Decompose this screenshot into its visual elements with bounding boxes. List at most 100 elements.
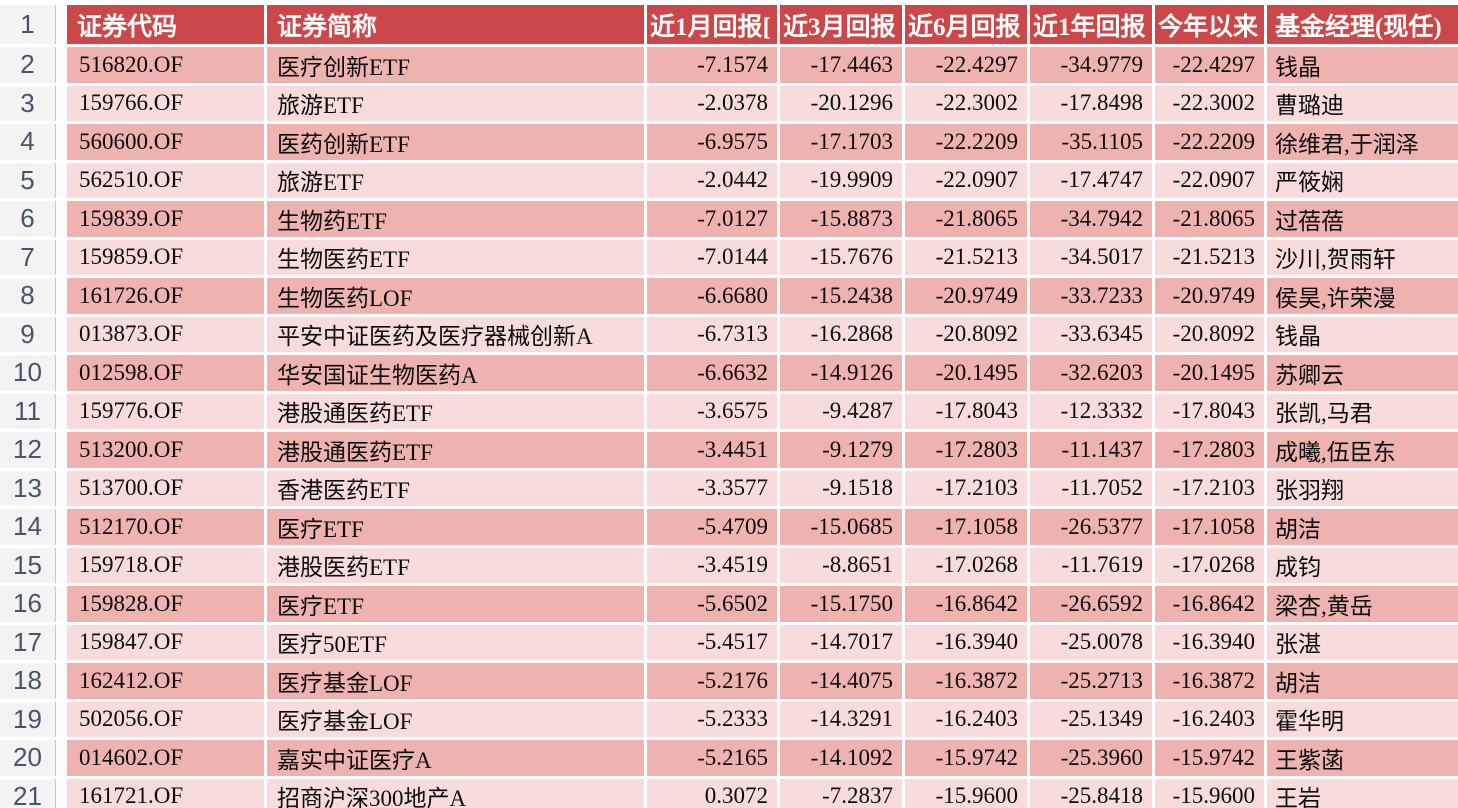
cell-1m-return[interactable]: -5.2165 <box>647 740 777 776</box>
cell-security-code[interactable]: 159718.OF <box>67 547 264 583</box>
cell-1m-return[interactable]: -3.4519 <box>647 547 777 583</box>
cell-security-code[interactable]: 512170.OF <box>67 509 264 545</box>
cell-3m-return[interactable]: -14.3291 <box>780 701 902 737</box>
cell-security-name[interactable]: 港股通医药ETF <box>267 432 644 468</box>
cell-3m-return[interactable]: -16.2868 <box>780 316 902 352</box>
cell-security-code[interactable]: 513200.OF <box>67 432 264 468</box>
cell-security-name[interactable]: 华安国证生物医药A <box>267 355 644 391</box>
cell-3m-return[interactable]: -9.1279 <box>780 432 902 468</box>
cell-security-name[interactable]: 医疗基金LOF <box>267 663 644 699</box>
cell-ytd-return[interactable]: -17.1058 <box>1155 509 1264 545</box>
cell-security-code[interactable]: 012598.OF <box>67 355 264 391</box>
cell-6m-return[interactable]: -20.1495 <box>905 355 1027 391</box>
cell-security-name[interactable]: 旅游ETF <box>267 162 644 198</box>
cell-1y-return[interactable]: -25.2713 <box>1030 663 1152 699</box>
cell-security-name[interactable]: 招商沪深300地产A <box>267 778 644 808</box>
cell-security-code[interactable]: 159766.OF <box>67 85 264 121</box>
header-cell-1m-return[interactable]: 近1月回报[ <box>647 5 777 44</box>
header-cell-3m-return[interactable]: 近3月回报 <box>780 5 902 44</box>
cell-fund-manager[interactable]: 钱晶 <box>1267 47 1458 83</box>
cell-security-code[interactable]: 560600.OF <box>67 124 264 160</box>
cell-1m-return[interactable]: -7.0127 <box>647 201 777 237</box>
cell-security-code[interactable]: 161726.OF <box>67 278 264 314</box>
cell-security-name[interactable]: 医疗ETF <box>267 586 644 622</box>
cell-3m-return[interactable]: -15.8873 <box>780 201 902 237</box>
cell-1y-return[interactable]: -25.1349 <box>1030 701 1152 737</box>
cell-1m-return[interactable]: -6.6680 <box>647 278 777 314</box>
cell-1y-return[interactable]: -12.3332 <box>1030 393 1152 429</box>
row-number[interactable]: 20 <box>0 740 56 776</box>
cell-fund-manager[interactable]: 曹璐迪 <box>1267 85 1458 121</box>
cell-1m-return[interactable]: -5.4517 <box>647 624 777 660</box>
cell-ytd-return[interactable]: -16.3940 <box>1155 624 1264 660</box>
cell-6m-return[interactable]: -17.2103 <box>905 470 1027 506</box>
cell-ytd-return[interactable]: -16.3872 <box>1155 663 1264 699</box>
cell-6m-return[interactable]: -22.4297 <box>905 47 1027 83</box>
cell-security-code[interactable]: 159839.OF <box>67 201 264 237</box>
row-number[interactable]: 14 <box>0 509 56 545</box>
cell-security-code[interactable]: 502056.OF <box>67 701 264 737</box>
cell-fund-manager[interactable]: 王岩 <box>1267 778 1458 808</box>
cell-fund-manager[interactable]: 侯昊,许荣漫 <box>1267 278 1458 314</box>
cell-6m-return[interactable]: -17.1058 <box>905 509 1027 545</box>
cell-fund-manager[interactable]: 张湛 <box>1267 624 1458 660</box>
cell-3m-return[interactable]: -15.2438 <box>780 278 902 314</box>
cell-3m-return[interactable]: -7.2837 <box>780 778 902 808</box>
cell-1m-return[interactable]: 0.3072 <box>647 778 777 808</box>
cell-1m-return[interactable]: -2.0378 <box>647 85 777 121</box>
cell-6m-return[interactable]: -17.2803 <box>905 432 1027 468</box>
cell-1m-return[interactable]: -5.6502 <box>647 586 777 622</box>
row-number[interactable]: 19 <box>0 701 56 737</box>
cell-6m-return[interactable]: -15.9742 <box>905 740 1027 776</box>
cell-security-code[interactable]: 159828.OF <box>67 586 264 622</box>
row-number[interactable]: 4 <box>0 124 56 160</box>
cell-1y-return[interactable]: -34.7942 <box>1030 201 1152 237</box>
cell-6m-return[interactable]: -21.5213 <box>905 239 1027 275</box>
cell-1y-return[interactable]: -34.9779 <box>1030 47 1152 83</box>
cell-3m-return[interactable]: -20.1296 <box>780 85 902 121</box>
cell-security-name[interactable]: 生物医药LOF <box>267 278 644 314</box>
cell-ytd-return[interactable]: -21.5213 <box>1155 239 1264 275</box>
cell-3m-return[interactable]: -19.9909 <box>780 162 902 198</box>
cell-ytd-return[interactable]: -16.2403 <box>1155 701 1264 737</box>
cell-security-code[interactable]: 516820.OF <box>67 47 264 83</box>
cell-security-name[interactable]: 医疗50ETF <box>267 624 644 660</box>
cell-ytd-return[interactable]: -20.9749 <box>1155 278 1264 314</box>
header-cell-manager[interactable]: 基金经理(现任) <box>1267 5 1458 44</box>
cell-ytd-return[interactable]: -20.1495 <box>1155 355 1264 391</box>
cell-ytd-return[interactable]: -17.0268 <box>1155 547 1264 583</box>
cell-1y-return[interactable]: -33.6345 <box>1030 316 1152 352</box>
cell-1m-return[interactable]: -6.7313 <box>647 316 777 352</box>
cell-ytd-return[interactable]: -21.8065 <box>1155 201 1264 237</box>
row-number[interactable]: 16 <box>0 586 56 622</box>
cell-1m-return[interactable]: -3.4451 <box>647 432 777 468</box>
cell-1m-return[interactable]: -3.6575 <box>647 393 777 429</box>
cell-6m-return[interactable]: -16.3940 <box>905 624 1027 660</box>
cell-fund-manager[interactable]: 张凯,马君 <box>1267 393 1458 429</box>
cell-fund-manager[interactable]: 王紫菡 <box>1267 740 1458 776</box>
cell-6m-return[interactable]: -20.9749 <box>905 278 1027 314</box>
cell-6m-return[interactable]: -17.0268 <box>905 547 1027 583</box>
cell-security-code[interactable]: 162412.OF <box>67 663 264 699</box>
cell-fund-manager[interactable]: 徐维君,于润泽 <box>1267 124 1458 160</box>
cell-3m-return[interactable]: -17.1703 <box>780 124 902 160</box>
cell-1y-return[interactable]: -25.8418 <box>1030 778 1152 808</box>
cell-fund-manager[interactable]: 成钧 <box>1267 547 1458 583</box>
cell-security-name[interactable]: 港股医药ETF <box>267 547 644 583</box>
cell-3m-return[interactable]: -14.7017 <box>780 624 902 660</box>
cell-security-name[interactable]: 生物药ETF <box>267 201 644 237</box>
row-number[interactable]: 6 <box>0 201 56 237</box>
cell-fund-manager[interactable]: 苏卿云 <box>1267 355 1458 391</box>
cell-1y-return[interactable]: -11.7052 <box>1030 470 1152 506</box>
row-number[interactable]: 1 <box>0 5 56 44</box>
cell-security-code[interactable]: 513700.OF <box>67 470 264 506</box>
cell-security-name[interactable]: 港股通医药ETF <box>267 393 644 429</box>
cell-security-code[interactable]: 161721.OF <box>67 778 264 808</box>
cell-security-name[interactable]: 医疗ETF <box>267 509 644 545</box>
cell-3m-return[interactable]: -14.4075 <box>780 663 902 699</box>
cell-6m-return[interactable]: -20.8092 <box>905 316 1027 352</box>
cell-1y-return[interactable]: -17.8498 <box>1030 85 1152 121</box>
cell-security-name[interactable]: 旅游ETF <box>267 85 644 121</box>
row-number[interactable]: 9 <box>0 316 56 352</box>
row-number[interactable]: 7 <box>0 239 56 275</box>
